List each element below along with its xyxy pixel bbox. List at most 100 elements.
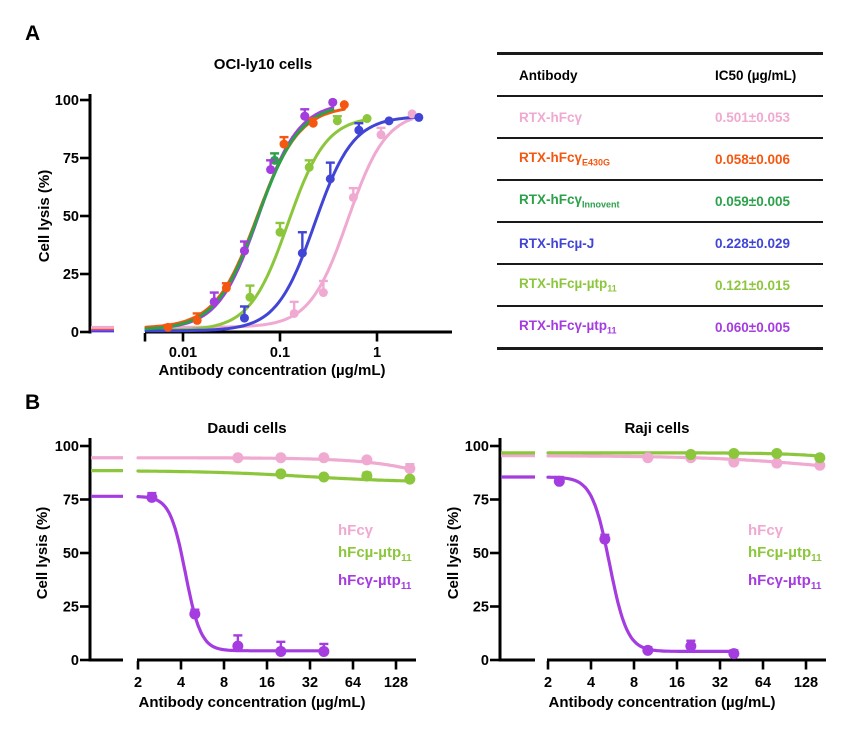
- table-header-antibody: Antibody: [519, 67, 578, 83]
- daudi-y-tick-label: 75: [63, 493, 79, 509]
- raji-data-point-hFcγ-µtp11: [728, 648, 740, 660]
- ic50-table: Antibody IC50 (µg/mL) RTX-hFcγ 0.501±0.053 R…: [497, 52, 823, 350]
- raji-data-point-hFcγ: [771, 457, 783, 469]
- raji-y-tick-label: 0: [481, 653, 489, 669]
- raji-x-tick-label: 16: [669, 675, 685, 691]
- raji-y-tick-label: 100: [465, 439, 489, 455]
- oci-x-tick-label: 0.1: [270, 345, 290, 361]
- raji-chart-title: Raji cells: [624, 420, 690, 437]
- raji-y-tick-label: 25: [473, 600, 489, 616]
- oci-data-point-RTX-hFcµ-µtp11: [362, 114, 372, 124]
- oci-data-point-RTX-hFcµ-J: [239, 313, 249, 323]
- raji-x-tick-label: 4: [587, 675, 595, 691]
- oci-data-point-RTX-hFcγ-E430G: [221, 283, 231, 293]
- oci-chart-title: OCI-ly10 cells: [213, 56, 313, 73]
- oci-x-tick-label: 1: [373, 345, 381, 361]
- daudi-data-point-hFcγ: [318, 452, 330, 464]
- ic50-value: 0.501±0.053: [715, 109, 790, 125]
- daudi-data-point-hFcγ: [232, 452, 244, 464]
- antibody-name: RTX-hFcµ-J: [519, 235, 595, 251]
- daudi-y-tick-label: 0: [71, 653, 79, 669]
- antibody-name: RTX-hFcγ-µtp11: [519, 318, 617, 336]
- oci-y-tick-label: 0: [71, 325, 79, 341]
- oci-data-point-RTX-hFcγ: [348, 192, 358, 202]
- daudi-data-point-hFcγ-µtp11: [232, 640, 244, 652]
- daudi-y-tick-label: 50: [63, 546, 79, 562]
- table-row: RTX-hFcγ-µtp11 0.060±0.005: [497, 307, 823, 347]
- oci-curve-RTX-hFcγ-Innovent: [144, 108, 335, 331]
- oci-data-point-RTX-hFcγ: [407, 109, 417, 119]
- raji-data-point-hFcµ-µtp11: [728, 447, 740, 459]
- daudi-legend: hFcγ hFcµ-µtp11 hFcγ-µtp11: [338, 520, 412, 598]
- legend-entry-hFcγ-µtp11: hFcγ-µtp11: [338, 572, 412, 592]
- table-header-row: Antibody IC50 (µg/mL): [497, 55, 823, 97]
- table-row: RTX-hFcγ 0.501±0.053: [497, 97, 823, 139]
- raji-data-point-hFcµ-µtp11: [685, 449, 697, 461]
- antibody-name: RTX-hFcγ: [519, 109, 583, 125]
- daudi-data-point-hFcµ-µtp11: [404, 473, 416, 485]
- oci-data-point-RTX-hFcγ-µtp11: [239, 246, 249, 256]
- legend-entry-hFcµ-µtp11: hFcµ-µtp11: [338, 544, 412, 564]
- daudi-data-point-hFcµ-µtp11: [275, 468, 287, 480]
- legend-entry-hFcγ: hFcγ: [748, 522, 784, 539]
- oci-data-point-RTX-hFcγ: [376, 130, 386, 140]
- panel-a-label: A: [25, 22, 41, 45]
- oci-y-tick-label: 75: [63, 151, 79, 167]
- ic50-value: 0.228±0.029: [715, 235, 790, 251]
- table-row: RTX-hFcγInnovent 0.059±0.005: [497, 181, 823, 223]
- daudi-x-tick-label: 128: [384, 675, 408, 691]
- daudi-data-point-hFcγ-µtp11: [146, 491, 158, 503]
- ic50-value: 0.058±0.006: [715, 151, 790, 167]
- oci-curve-RTX-hFcγ-µtp11: [144, 106, 335, 330]
- raji-x-tick-label: 128: [794, 675, 818, 691]
- raji-x-axis-label: Antibody concentration (µg/mL): [548, 694, 776, 711]
- daudi-y-tick-label: 100: [55, 439, 79, 455]
- oci-data-point-RTX-hFcµ-µtp11: [332, 116, 342, 126]
- oci-y-tick-label: 25: [63, 267, 79, 283]
- raji-x-tick-label: 64: [755, 675, 771, 691]
- daudi-x-tick-label: 2: [134, 675, 142, 691]
- daudi-curve-hFcγ-µtp11: [136, 495, 326, 653]
- oci-data-point-RTX-hFcγ: [289, 308, 299, 318]
- legend-entry-hFcµ-µtp11: hFcµ-µtp11: [748, 544, 822, 564]
- oci-data-point-RTX-hFcγ-µtp11: [328, 97, 338, 107]
- daudi-data-point-hFcγ-µtp11: [318, 645, 330, 657]
- daudi-data-point-hFcγ: [361, 454, 373, 466]
- table-row: RTX-hFcµ-J 0.228±0.029: [497, 223, 823, 265]
- ic50-value: 0.060±0.005: [715, 319, 790, 335]
- antibody-name: RTX-hFcµ-µtp11: [519, 276, 617, 294]
- daudi-x-axis-label: Antibody concentration (µg/mL): [138, 694, 366, 711]
- raji-data-point-hFcγ-µtp11: [685, 640, 697, 652]
- daudi-data-point-hFcµ-µtp11: [318, 471, 330, 483]
- raji-x-tick-label: 2: [544, 675, 552, 691]
- daudi-data-point-hFcγ-µtp11: [275, 645, 287, 657]
- daudi-data-point-hFcµ-µtp11: [361, 470, 373, 482]
- oci-y-tick-label: 50: [63, 209, 79, 225]
- oci-curve-RTX-hFcµ-J: [144, 115, 421, 333]
- legend-entry-hFcγ: hFcγ: [338, 522, 374, 539]
- antibody-name: RTX-hFcγInnovent: [519, 192, 620, 210]
- raji-x-tick-label: 32: [712, 675, 728, 691]
- raji-y-tick-label: 75: [473, 493, 489, 509]
- daudi-x-tick-label: 8: [220, 675, 228, 691]
- oci-data-point-RTX-hFcγ-E430G: [308, 118, 318, 128]
- oci-data-point-RTX-hFcγ-E430G: [163, 322, 173, 332]
- daudi-x-tick-label: 16: [259, 675, 275, 691]
- raji-legend: hFcγ hFcµ-µtp11 hFcγ-µtp11: [748, 520, 822, 598]
- oci-y-tick-label: 100: [55, 93, 79, 109]
- raji-x-tick-label: 8: [630, 675, 638, 691]
- oci-data-point-RTX-hFcγ-µtp11: [300, 111, 310, 121]
- raji-data-point-hFcµ-µtp11: [814, 452, 826, 464]
- panel-b-label: B: [25, 391, 41, 414]
- oci-data-point-RTX-hFcγ-E430G: [192, 315, 202, 325]
- oci-data-point-RTX-hFcγ: [318, 288, 328, 298]
- oci-data-point-RTX-hFcγ-E430G: [339, 100, 349, 110]
- oci-data-point-RTX-hFcγ-µtp11: [266, 165, 276, 175]
- oci-x-tick-label: 0.01: [169, 345, 197, 361]
- raji-y-tick-label: 50: [473, 546, 489, 562]
- raji-data-point-hFcγ: [728, 456, 740, 468]
- raji-data-point-hFcγ: [642, 452, 654, 464]
- oci-data-point-RTX-hFcγ-µtp11: [209, 297, 219, 307]
- raji-data-point-hFcγ-µtp11: [599, 533, 611, 545]
